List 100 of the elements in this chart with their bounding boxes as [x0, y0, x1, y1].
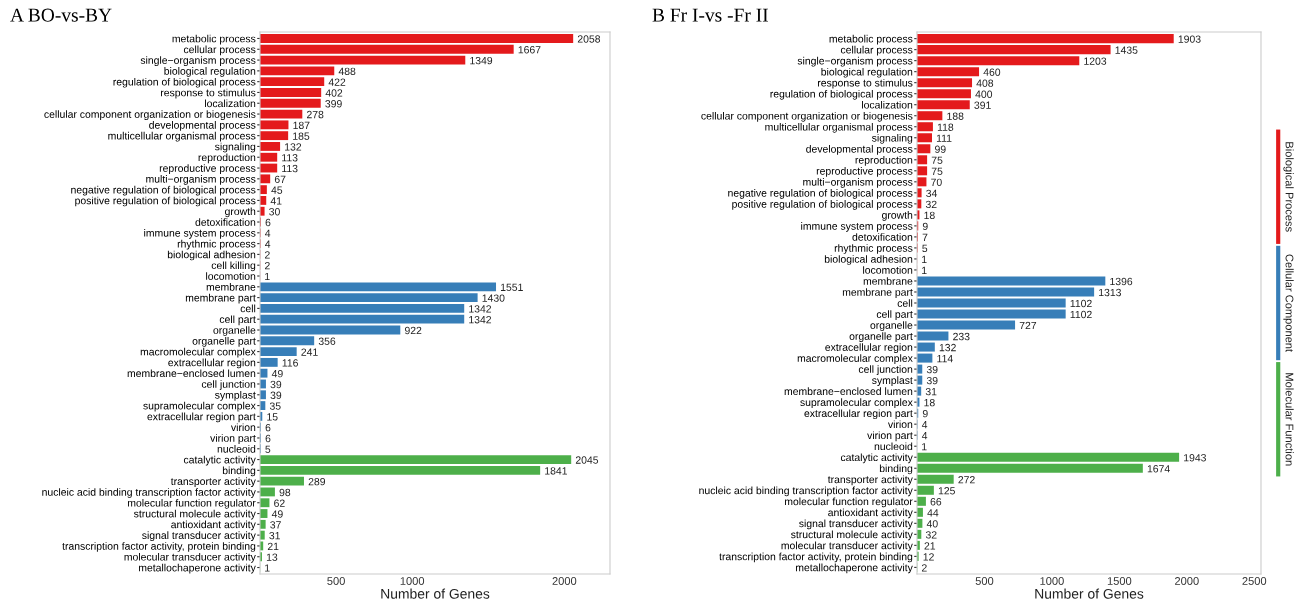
- y-tick-label: nucleoid: [217, 444, 256, 453]
- data-label: 2058: [577, 35, 601, 43]
- y-tick-label: transcription factor activity, protein binding: [62, 542, 256, 552]
- y-tick-label: nucleoid: [874, 442, 913, 451]
- data-label: 111: [936, 134, 952, 142]
- data-label: 1943: [1184, 454, 1206, 462]
- data-label: 289: [308, 477, 326, 486]
- data-label: 49: [271, 510, 283, 518]
- data-label: 75: [931, 156, 943, 164]
- data-label: 62: [274, 499, 285, 507]
- data-label: 32: [925, 531, 937, 539]
- text: A BO-vs-BY: [10, 8, 112, 22]
- y-tick-label: organelle: [213, 326, 256, 336]
- y-tick-label: growth: [882, 211, 913, 221]
- data-label: 9: [922, 222, 928, 231]
- data-label: 1: [265, 564, 270, 572]
- y-tick-label: multicellular organismal process: [108, 131, 256, 142]
- y-tick-label: cellular process: [840, 45, 913, 56]
- y-tick-label: rhythmic process: [177, 239, 256, 250]
- x-tick-label: 1500: [1107, 577, 1132, 585]
- data-label: 125: [938, 487, 955, 495]
- y-tick-label: cellular component organization or biogenesis: [44, 110, 256, 120]
- data-label: 4: [265, 240, 271, 248]
- x-tick-label: 2000: [552, 577, 577, 585]
- data-label: 4: [921, 432, 928, 440]
- data-label: 185: [293, 132, 310, 140]
- data-label: 37: [270, 521, 281, 529]
- data-label: 35: [269, 402, 281, 410]
- y-tick-label: molecular function regulator: [784, 497, 913, 508]
- y-tick-label: detoxification: [852, 233, 913, 241]
- data-label: 32: [925, 200, 937, 209]
- y-tick-label: cell: [897, 299, 913, 307]
- y-tick-label: biological adhesion: [167, 250, 256, 261]
- y-tick-label: membrane: [206, 283, 256, 291]
- data-label: 1674: [1147, 465, 1170, 473]
- data-label: 488: [338, 67, 356, 76]
- y-tick-label: virion: [230, 423, 256, 432]
- y-tick-label: regulation of biological process: [113, 77, 256, 88]
- data-label: 118: [937, 123, 954, 131]
- y-tick-label: extracellular region: [825, 343, 913, 353]
- data-label: 1342: [469, 316, 492, 324]
- y-tick-label: negative regulation of biological process: [728, 189, 913, 199]
- y-tick-label: locomotion: [206, 272, 256, 280]
- data-label: 1: [922, 266, 927, 275]
- data-label: 422: [328, 78, 346, 86]
- y-tick-label: reproductive process: [159, 164, 256, 174]
- y-tick-label: cell: [240, 304, 256, 313]
- data-label: 6: [265, 434, 271, 443]
- y-tick-label: molecular transducer activity: [124, 552, 256, 563]
- y-tick-label: cell junction: [201, 380, 256, 390]
- data-label: 187: [293, 121, 310, 130]
- data-label: 45: [271, 186, 283, 194]
- x-tick-label: 1000: [400, 577, 425, 585]
- data-label: 114: [937, 355, 953, 363]
- data-label: 41: [270, 197, 282, 205]
- y-tick-label: extracellular region part: [147, 412, 256, 423]
- data-label: 7: [922, 233, 928, 241]
- data-label: 400: [975, 90, 993, 98]
- y-tick-label: virion part: [210, 434, 256, 444]
- y-tick-label: molecular transducer activity: [781, 541, 913, 552]
- data-label: 2: [265, 262, 270, 270]
- y-tick-label: localization: [862, 100, 913, 109]
- data-label: 6: [265, 423, 271, 432]
- x-tick-label: 2500: [1242, 577, 1267, 585]
- data-label: 1435: [1115, 46, 1138, 54]
- y-tick-label: developmental process: [806, 145, 913, 155]
- data-label: 1313: [1099, 288, 1122, 297]
- y-tick-label: positive regulation of biological process: [75, 196, 256, 207]
- y-tick-label: biological regulation: [821, 67, 913, 78]
- data-label: 40: [926, 520, 938, 528]
- data-label: 39: [270, 380, 282, 389]
- y-tick-label: regulation of biological process: [770, 89, 913, 100]
- y-tick-label: nucleic acid binding transcription factor activity: [42, 488, 256, 498]
- data-label: 99: [935, 145, 946, 153]
- y-tick-label: rhythmic process: [834, 244, 913, 254]
- y-tick-label: transporter activity: [827, 475, 913, 486]
- data-label: 2045: [575, 456, 599, 464]
- data-label: 9: [922, 409, 928, 418]
- y-tick-label: binding: [879, 464, 913, 475]
- y-tick-label: localization: [205, 99, 256, 108]
- y-tick-label: developmental process: [149, 121, 256, 131]
- data-label: 34: [926, 189, 938, 198]
- y-tick-label: biological adhesion: [824, 255, 913, 265]
- y-tick-label: cellular process: [183, 45, 256, 56]
- y-tick-label: structural molecule activity: [133, 509, 256, 520]
- data-label: 116: [282, 359, 298, 367]
- data-label: 30: [269, 208, 280, 216]
- data-label: 460: [983, 68, 1001, 76]
- y-tick-label: cellular component organization or biogenesis: [701, 111, 913, 122]
- x-tick-label: 1000: [1040, 577, 1064, 585]
- text: Molecular Function: [1285, 373, 1294, 466]
- data-label: 66: [930, 498, 942, 506]
- data-label: 6: [265, 218, 271, 227]
- y-tick-label: membrane−enclosed lumen: [784, 387, 913, 396]
- y-tick-label: organelle part: [849, 332, 913, 342]
- data-label: 132: [939, 343, 956, 352]
- data-label: 241: [301, 348, 318, 356]
- data-label: 113: [282, 164, 298, 173]
- y-tick-label: organelle: [870, 321, 913, 331]
- data-label: 1: [265, 272, 270, 281]
